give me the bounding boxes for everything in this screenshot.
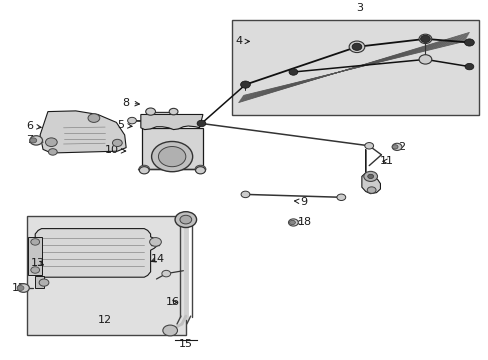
Bar xyxy=(232,20,478,115)
Circle shape xyxy=(195,165,205,173)
Text: 4: 4 xyxy=(235,36,249,46)
Text: 5: 5 xyxy=(117,120,132,130)
Circle shape xyxy=(364,143,373,149)
Text: 2: 2 xyxy=(395,142,405,152)
Text: 9: 9 xyxy=(294,197,307,207)
Polygon shape xyxy=(35,276,44,288)
Circle shape xyxy=(180,215,191,224)
Circle shape xyxy=(31,267,40,273)
Circle shape xyxy=(31,239,40,245)
Circle shape xyxy=(288,219,298,226)
Circle shape xyxy=(241,191,249,198)
Circle shape xyxy=(464,39,473,46)
Circle shape xyxy=(30,136,42,145)
Circle shape xyxy=(151,141,192,172)
Circle shape xyxy=(18,284,29,292)
Text: 3: 3 xyxy=(355,3,362,13)
Text: 14: 14 xyxy=(150,254,164,264)
Circle shape xyxy=(162,270,170,277)
Text: 12: 12 xyxy=(98,315,112,325)
Polygon shape xyxy=(141,114,203,130)
Text: 18: 18 xyxy=(295,217,311,228)
Circle shape xyxy=(88,114,100,122)
Polygon shape xyxy=(40,111,126,153)
Text: 8: 8 xyxy=(122,98,139,108)
Circle shape xyxy=(351,43,361,50)
Circle shape xyxy=(418,34,431,44)
Bar xyxy=(27,216,185,335)
Circle shape xyxy=(139,165,149,173)
Circle shape xyxy=(391,145,397,149)
Circle shape xyxy=(348,41,364,53)
Circle shape xyxy=(48,149,57,155)
Circle shape xyxy=(30,138,37,143)
Text: 7: 7 xyxy=(26,135,39,145)
Text: 10: 10 xyxy=(104,145,125,156)
Text: 11: 11 xyxy=(380,156,393,166)
Text: 1: 1 xyxy=(176,119,194,129)
Text: 13: 13 xyxy=(31,258,45,268)
Circle shape xyxy=(169,108,178,115)
Circle shape xyxy=(289,220,295,225)
Bar xyxy=(142,128,203,169)
Circle shape xyxy=(127,117,136,124)
Circle shape xyxy=(464,63,473,70)
Circle shape xyxy=(195,167,205,174)
Circle shape xyxy=(39,279,49,286)
Circle shape xyxy=(367,174,373,179)
Circle shape xyxy=(197,120,205,127)
Circle shape xyxy=(163,325,177,336)
Circle shape xyxy=(363,171,377,181)
Circle shape xyxy=(175,212,196,228)
Text: 15: 15 xyxy=(179,339,192,349)
Text: 16: 16 xyxy=(166,297,180,307)
Polygon shape xyxy=(28,237,41,275)
Circle shape xyxy=(366,187,375,193)
Circle shape xyxy=(139,167,149,174)
Circle shape xyxy=(391,143,401,150)
Circle shape xyxy=(112,139,122,147)
Circle shape xyxy=(418,55,431,64)
Circle shape xyxy=(288,69,297,75)
Circle shape xyxy=(149,238,161,246)
Polygon shape xyxy=(35,229,157,277)
Circle shape xyxy=(336,194,345,201)
Circle shape xyxy=(420,35,429,42)
Circle shape xyxy=(240,81,250,88)
Circle shape xyxy=(158,147,185,167)
Text: 17: 17 xyxy=(12,283,25,293)
Text: 6: 6 xyxy=(26,121,41,131)
Circle shape xyxy=(145,108,155,115)
Polygon shape xyxy=(361,149,380,194)
Circle shape xyxy=(45,138,57,147)
Circle shape xyxy=(17,285,24,291)
